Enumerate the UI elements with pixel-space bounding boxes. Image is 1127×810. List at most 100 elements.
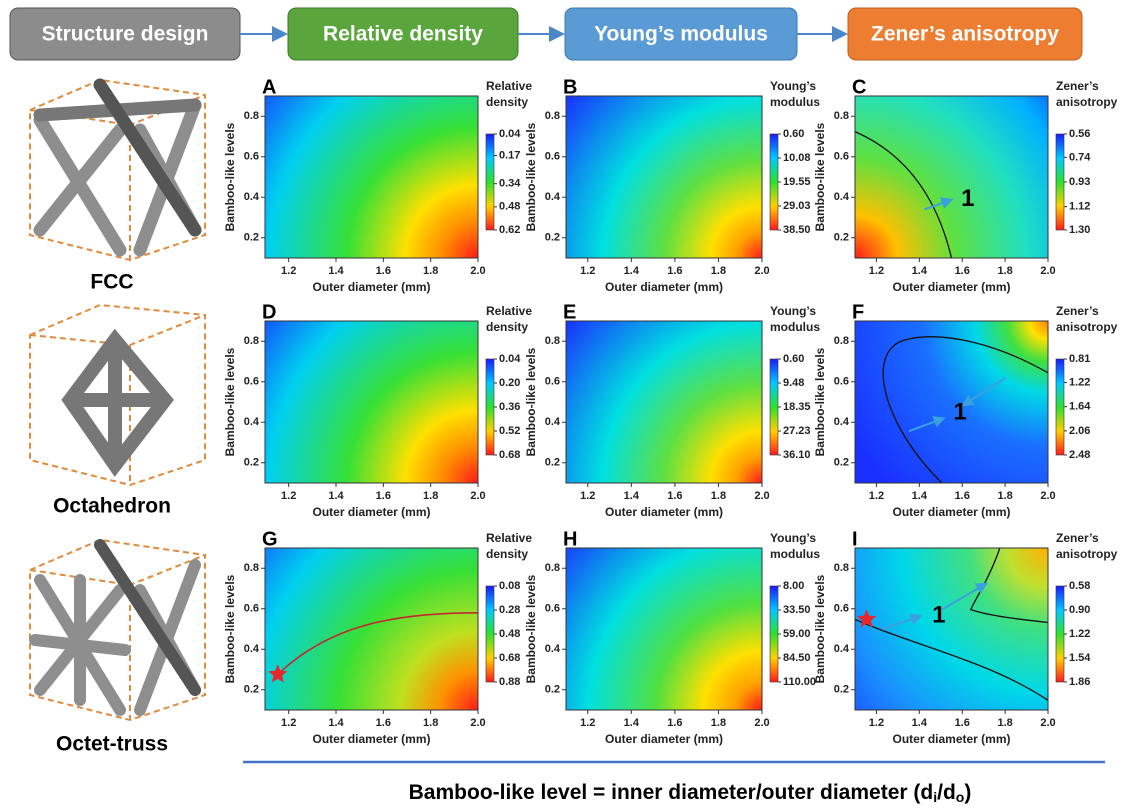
x-axis-label: Outer diameter (mm) (312, 280, 430, 294)
x-tick-label: 1.4 (328, 265, 344, 277)
x-tick-label: 1.8 (423, 265, 438, 277)
colorbar-tick-label: 36.10 (783, 449, 811, 461)
x-tick-label: 2.0 (1040, 265, 1055, 277)
colorbar (1055, 133, 1065, 231)
structure-label: Octet-truss (56, 733, 168, 756)
colorbar-tick-label: 10.08 (783, 152, 811, 164)
y-tick-label: 0.8 (545, 110, 560, 122)
y-tick-label: 0.2 (545, 232, 560, 244)
colorbar-tick-label: 0.68 (499, 652, 520, 664)
x-axis-label: Outer diameter (mm) (605, 280, 723, 294)
y-axis-label: Bamboo-like levels (524, 574, 538, 683)
heatmap-field (855, 96, 1048, 258)
y-tick-label: 0.8 (834, 110, 849, 122)
colorbar-title: anisotropy (1056, 320, 1118, 334)
step-label: Relative density (323, 23, 483, 46)
colorbar-tick-label: 0.28 (499, 604, 520, 616)
x-axis-label: Outer diameter (mm) (892, 280, 1010, 294)
colorbar-tick-label: 0.48 (499, 201, 520, 213)
colorbar-tick-label: 0.90 (1069, 604, 1090, 616)
plot-frame (854, 547, 1049, 711)
pointer-arrow (908, 416, 946, 433)
x-tick-label: 1.4 (624, 490, 640, 502)
y-tick-label: 0.6 (244, 151, 259, 163)
colorbar-tick-label: 9.48 (783, 377, 804, 389)
colorbar-tick-label: 18.35 (783, 401, 811, 413)
y-tick-label: 0.6 (244, 376, 259, 388)
x-tick-label: 1.6 (376, 265, 391, 277)
contour-line (882, 336, 1049, 484)
colorbar-tick-label: 1.22 (1069, 376, 1090, 388)
y-axis-label: Bamboo-like levels (524, 347, 538, 456)
y-axis-label: Bamboo-like levels (223, 347, 237, 456)
colorbar-title: Zener’s (1056, 304, 1099, 318)
x-tick-label: 2.0 (754, 265, 769, 277)
y-tick-label: 0.6 (834, 603, 849, 615)
y-tick-label: 0.2 (545, 684, 560, 696)
colorbar-title: Relative (486, 531, 532, 545)
colorbar-title: modulus (770, 320, 820, 334)
x-tick-label: 1.6 (376, 490, 391, 502)
colorbar-tick-label: 33.50 (783, 604, 811, 616)
x-tick-label: 2.0 (1040, 490, 1055, 502)
heatmap-field (265, 548, 478, 710)
x-axis-label: Outer diameter (mm) (605, 505, 723, 519)
y-tick-label: 0.4 (545, 416, 561, 428)
x-tick-label: 2.0 (754, 490, 769, 502)
x-tick-label: 1.4 (912, 717, 928, 729)
footer-text: Bamboo-like level = inner diameter/outer… (409, 781, 934, 804)
colorbar-tick-label: 0.52 (499, 425, 520, 437)
colorbar-title: modulus (770, 95, 820, 109)
colorbar-tick-label: 0.60 (783, 353, 804, 365)
y-tick-label: 0.2 (244, 457, 259, 469)
panel-label: F (852, 301, 864, 323)
plot-frame (264, 320, 479, 484)
colorbar-tick-label: 0.17 (499, 149, 520, 161)
colorbar-tick-label: 0.58 (1069, 580, 1090, 592)
colorbar-title: anisotropy (1056, 95, 1118, 109)
x-tick-label: 1.8 (997, 717, 1012, 729)
step-box (847, 7, 1083, 61)
colorbar (769, 585, 779, 683)
y-tick-label: 0.6 (834, 151, 849, 163)
x-axis-label: Outer diameter (mm) (312, 732, 430, 746)
heatmap-field (265, 321, 478, 483)
plot-frame (854, 320, 1049, 484)
y-tick-label: 0.8 (834, 562, 849, 574)
y-tick-label: 0.2 (834, 457, 849, 469)
x-tick-label: 1.4 (328, 490, 344, 502)
colorbar-title: Zener’s (1056, 79, 1099, 93)
x-tick-label: 1.4 (328, 717, 344, 729)
contour-line (854, 131, 953, 259)
colorbar-title: density (486, 95, 528, 109)
y-tick-label: 0.8 (834, 335, 849, 347)
x-tick-label: 1.2 (580, 717, 595, 729)
y-axis-label: Bamboo-like levels (813, 574, 827, 683)
contour-label: 1 (953, 399, 966, 426)
x-tick-label: 1.8 (997, 490, 1012, 502)
x-tick-label: 1.2 (580, 490, 595, 502)
colorbar-tick-label: 2.48 (1069, 449, 1090, 461)
y-axis-label: Bamboo-like levels (223, 574, 237, 683)
panel-label: B (563, 76, 577, 98)
y-tick-label: 0.8 (244, 335, 259, 347)
x-tick-label: 1.2 (869, 490, 884, 502)
colorbar-tick-label: 0.04 (499, 353, 521, 365)
x-tick-label: 1.8 (997, 265, 1012, 277)
y-tick-label: 0.8 (545, 562, 560, 574)
panel-label: H (563, 528, 577, 550)
colorbar-title: density (486, 547, 528, 561)
y-tick-label: 0.2 (244, 232, 259, 244)
heatmap-field (566, 548, 762, 710)
colorbar-tick-label: 0.88 (499, 676, 520, 688)
colorbar-title: Relative (486, 304, 532, 318)
colorbar (485, 133, 495, 231)
plot-frame (565, 95, 763, 259)
x-tick-label: 1.8 (711, 490, 726, 502)
heatmap-field (566, 96, 762, 258)
colorbar-tick-label: 1.54 (1069, 652, 1091, 664)
panel-label: D (262, 301, 276, 323)
colorbar (1055, 585, 1065, 683)
colorbar (769, 133, 779, 231)
